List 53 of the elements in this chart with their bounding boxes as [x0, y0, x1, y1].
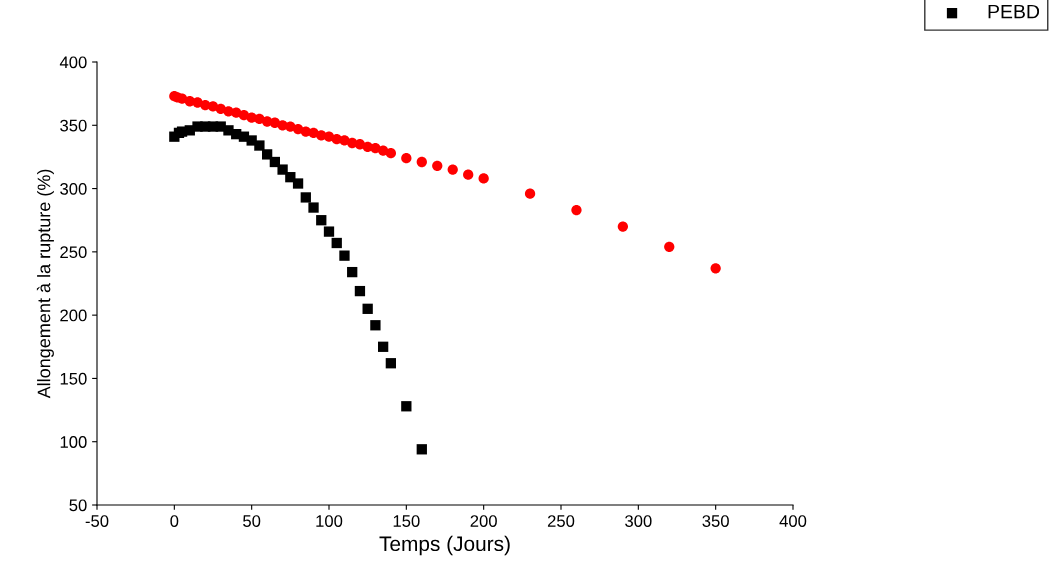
point	[617, 221, 629, 232]
point	[354, 285, 366, 297]
x-tick-label: 250	[547, 515, 575, 527]
y-tick-label: 150	[60, 372, 87, 385]
point	[308, 202, 319, 213]
point	[277, 164, 288, 175]
x-tick-label: 150	[393, 515, 420, 527]
point	[331, 237, 342, 249]
x-tick-label: 0	[170, 515, 179, 527]
point	[401, 153, 412, 164]
x-axis-title: Temps (Jours)	[379, 535, 510, 556]
x-tick-label: 200	[470, 515, 497, 527]
point	[432, 160, 443, 171]
point	[354, 139, 366, 150]
point	[370, 320, 381, 331]
point	[377, 341, 389, 352]
point	[323, 226, 335, 237]
point	[478, 173, 489, 184]
y-tick-label: 200	[60, 309, 87, 322]
point	[463, 169, 474, 180]
point	[261, 149, 273, 160]
point	[385, 358, 397, 369]
point	[447, 164, 458, 175]
y-tick-label: 100	[60, 436, 87, 448]
point	[339, 250, 350, 261]
x-tick-label: 100	[316, 515, 343, 527]
legend-label: PEBD	[988, 4, 1040, 19]
x-tick-label: 300	[625, 515, 652, 527]
point	[571, 204, 582, 216]
point	[524, 188, 536, 199]
y-tick-label: 300	[60, 182, 87, 195]
point	[416, 156, 427, 168]
y-tick-label: 250	[60, 246, 87, 259]
x-tick-label: 400	[779, 515, 807, 527]
point	[416, 444, 427, 455]
point	[401, 401, 412, 412]
y-tick-label: 350	[60, 119, 87, 132]
x-tick-label: 350	[702, 515, 729, 527]
point	[664, 241, 675, 252]
x-tick-label: 50	[243, 515, 261, 527]
point	[362, 303, 373, 314]
y-tick-label: 400	[59, 56, 87, 69]
y-tick-label: 50	[69, 499, 87, 512]
point	[316, 215, 327, 226]
point	[710, 263, 721, 274]
x-tick-label: -50	[85, 515, 109, 527]
y-axis-title: Allongement à la rupture (%)	[36, 169, 54, 399]
point	[238, 110, 250, 121]
point	[292, 178, 304, 189]
point	[385, 147, 397, 159]
point	[300, 192, 311, 203]
point	[347, 266, 358, 278]
point	[254, 140, 265, 151]
